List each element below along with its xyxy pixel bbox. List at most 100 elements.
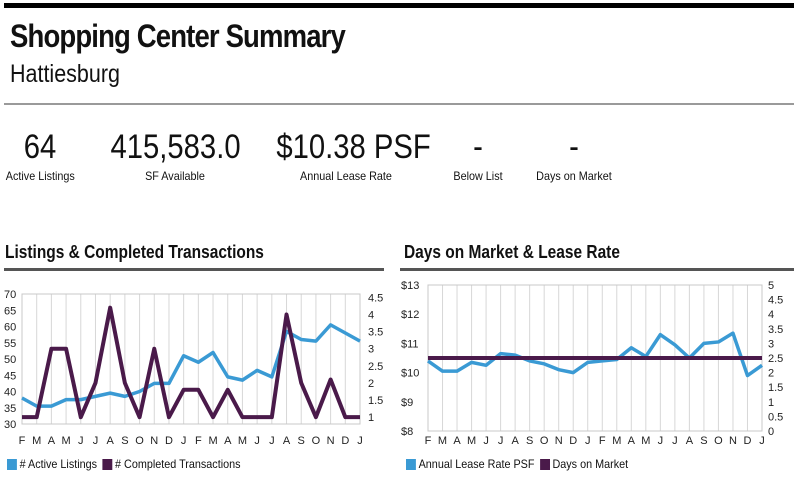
y-right-tick-label: 2 (768, 368, 774, 380)
y-left-tick-label: 40 (4, 387, 16, 399)
y-left-tick-label: 60 (4, 322, 16, 334)
x-tick-label: O (312, 435, 321, 447)
y-left-tick-label: 30 (4, 419, 16, 431)
top-rule (4, 3, 794, 8)
x-tick-label: J (585, 435, 591, 447)
x-tick-label: M (641, 435, 650, 447)
x-tick-label: D (744, 435, 752, 447)
y-right-tick-label: 3.5 (768, 324, 783, 336)
y-right-tick-label: 3 (368, 344, 374, 356)
x-tick-label: J (672, 435, 678, 447)
y-right-tick-label: 4.5 (368, 292, 383, 304)
stat-value: 415,583.0 (110, 128, 241, 166)
x-tick-label: F (425, 435, 432, 447)
x-tick-label: J (254, 435, 260, 447)
x-tick-label: A (224, 435, 232, 447)
legend-item: # Active Listings (7, 457, 97, 471)
x-tick-label: N (327, 435, 335, 447)
legend-swatch (406, 458, 416, 470)
stat-label: Days on Market (536, 169, 612, 183)
x-tick-label: J (78, 435, 84, 447)
left-chart-title: Listings & Completed Transactions (5, 242, 264, 262)
x-tick-label: A (107, 435, 115, 447)
stat-value: - (569, 128, 579, 166)
x-tick-label: S (526, 435, 533, 447)
x-tick-label: F (19, 435, 26, 447)
y-right-tick-label: 5 (768, 280, 774, 292)
x-tick-label: M (62, 435, 71, 447)
x-tick-label: M (32, 435, 41, 447)
stat-value: 64 (23, 128, 57, 166)
y-right-tick-label: 1.5 (368, 395, 383, 407)
left-chart-rule (4, 268, 384, 271)
legend-label: # Completed Transactions (115, 457, 241, 471)
x-tick-label: M (467, 435, 476, 447)
x-tick-label: F (195, 435, 202, 447)
stat-value: $10.38 PSF (276, 128, 431, 166)
x-tick-label: M (438, 435, 447, 447)
x-tick-label: O (714, 435, 723, 447)
x-tick-label: J (357, 435, 363, 447)
x-tick-label: A (686, 435, 694, 447)
y-left-tick-label: 35 (4, 403, 16, 415)
x-tick-label: D (165, 435, 173, 447)
y-left-tick-label: $9 (401, 397, 413, 409)
page-title: Shopping Center Summary (10, 18, 346, 54)
x-tick-label: M (612, 435, 621, 447)
y-right-tick-label: 1.5 (768, 382, 783, 394)
legend-swatch (102, 458, 113, 470)
y-right-tick-label: 2 (368, 378, 374, 390)
x-tick-label: M (238, 435, 247, 447)
x-tick-label: J (269, 435, 275, 447)
legend-item: # Completed Transactions (102, 457, 241, 471)
legend-label: Annual Lease Rate PSF (418, 457, 535, 471)
x-tick-label: J (498, 435, 504, 447)
y-left-tick-label: $11 (401, 338, 419, 350)
x-tick-label: J (658, 435, 664, 447)
y-right-tick-label: 4 (768, 309, 774, 321)
x-tick-label: A (48, 435, 56, 447)
y-left-tick-label: 55 (4, 338, 16, 350)
y-right-tick-label: 3 (768, 338, 774, 350)
x-tick-label: J (483, 435, 489, 447)
series-line-2 (22, 305, 360, 420)
x-tick-label: O (135, 435, 144, 447)
y-left-tick-label: $8 (401, 426, 413, 438)
y-left-tick-label: 50 (4, 354, 16, 366)
x-tick-label: O (540, 435, 549, 447)
plot-frame (21, 293, 361, 425)
y-right-tick-label: 0.5 (768, 411, 783, 423)
right-chart-legend: Annual Lease Rate PSF Days on Market (406, 457, 634, 471)
y-right-tick-label: 1 (768, 397, 774, 409)
x-tick-label: J (181, 435, 187, 447)
legend-swatch (7, 458, 17, 470)
x-tick-label: J (93, 435, 99, 447)
stat-sf-available: 415,583.0 SF Available (100, 128, 250, 183)
y-left-tick-label: 45 (4, 370, 16, 382)
x-tick-label: M (208, 435, 217, 447)
series-line-1 (21, 323, 361, 408)
stat-annual-lease-rate: $10.38 PSF Annual Lease Rate (265, 128, 431, 183)
stat-value: - (473, 128, 483, 166)
days-lease-rate-chart: $13$12$11$10$9$854.543.532.521.510.50F M A… (401, 280, 783, 447)
y-left-tick-label: 70 (4, 289, 16, 301)
legend-label: # Active Listings (19, 457, 98, 471)
legend-swatch (539, 458, 550, 470)
y-right-tick-label: 1 (368, 412, 374, 424)
y-right-tick-label: 4.5 (768, 295, 783, 307)
y-left-tick-label: 65 (4, 305, 16, 317)
stat-label: Annual Lease Rate (300, 169, 392, 183)
y-right-tick-label: 2.5 (768, 353, 783, 365)
legend-label: Days on Market (552, 457, 629, 471)
y-left-tick-label: $12 (401, 309, 419, 321)
y-right-tick-label: 3.5 (368, 327, 383, 339)
header-divider (4, 103, 794, 105)
x-tick-label: F (599, 435, 606, 447)
page-subtitle: Hattiesburg (10, 60, 120, 88)
y-left-tick-label: $10 (401, 368, 419, 380)
x-tick-label: A (511, 435, 519, 447)
y-right-tick-label: 2.5 (368, 361, 383, 373)
stat-label: Active Listings (5, 169, 75, 183)
x-tick-label: A (628, 435, 636, 447)
